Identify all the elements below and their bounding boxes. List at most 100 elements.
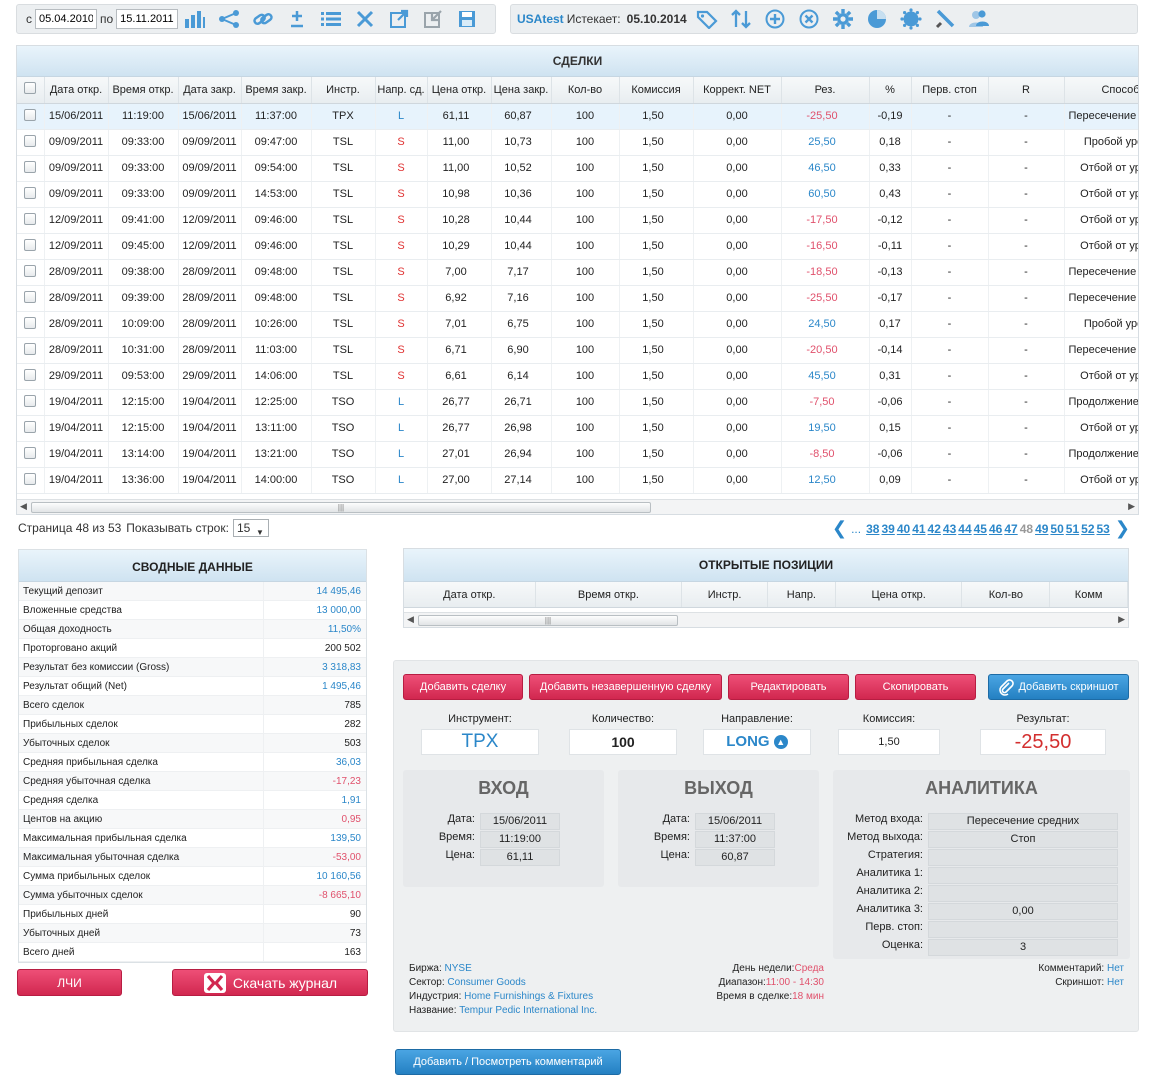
trade-row[interactable]: 19/04/2011 12:15:00 19/04/2011 12:25:00 TSO L… bbox=[17, 389, 1138, 416]
row-checkbox[interactable] bbox=[24, 342, 37, 355]
column-header[interactable]: Рез. bbox=[781, 77, 870, 104]
pie-chart-icon[interactable] bbox=[865, 7, 889, 31]
tools-icon[interactable] bbox=[933, 7, 957, 31]
column-header[interactable]: R bbox=[988, 77, 1065, 104]
column-header[interactable]: Дата откр. bbox=[44, 77, 109, 104]
row-checkbox[interactable] bbox=[24, 394, 37, 407]
column-header[interactable]: Дата закр. bbox=[178, 77, 242, 104]
page-link[interactable]: 45 bbox=[973, 521, 987, 536]
column-header[interactable]: Время закр. bbox=[241, 77, 312, 104]
open-positions-column-header[interactable]: Цена откр. bbox=[836, 582, 963, 607]
download-journal-button[interactable]: Скачать журнал bbox=[172, 969, 368, 996]
sun-settings-icon[interactable] bbox=[899, 7, 923, 31]
settings-gear-icon[interactable] bbox=[831, 7, 855, 31]
scrollbar-thumb[interactable]: ||| bbox=[31, 502, 651, 513]
to-date-input[interactable] bbox=[116, 9, 179, 29]
op-scroll-left-icon[interactable]: ◀ bbox=[407, 614, 414, 624]
add-circle-icon[interactable] bbox=[763, 7, 787, 31]
row-checkbox[interactable] bbox=[24, 108, 37, 121]
row-checkbox[interactable] bbox=[24, 446, 37, 459]
copy-button[interactable]: Скопировать bbox=[855, 674, 976, 700]
row-checkbox[interactable] bbox=[24, 316, 37, 329]
trade-row[interactable]: 12/09/2011 09:41:00 12/09/2011 09:46:00 TSL S… bbox=[17, 207, 1138, 234]
row-checkbox[interactable] bbox=[24, 186, 37, 199]
open-positions-column-header[interactable]: Напр. bbox=[768, 582, 836, 607]
lchi-button[interactable]: ЛЧИ bbox=[17, 969, 122, 996]
row-checkbox[interactable] bbox=[24, 134, 37, 147]
trade-row[interactable]: 28/09/2011 10:31:00 28/09/2011 11:03:00 TSL S… bbox=[17, 337, 1138, 364]
sort-icon[interactable] bbox=[729, 7, 753, 31]
import-icon[interactable] bbox=[421, 7, 445, 31]
screenshot-link[interactable]: Нет bbox=[1106, 977, 1124, 988]
page-link[interactable]: 52 bbox=[1081, 521, 1095, 536]
column-header[interactable]: Кол-во bbox=[551, 77, 620, 104]
company-name-link[interactable]: Tempur Pedic International Inc. bbox=[459, 1005, 598, 1016]
open-positions-column-header[interactable]: Дата откр. bbox=[404, 582, 536, 607]
open-positions-column-header[interactable]: Инстр. bbox=[682, 582, 768, 607]
trade-row[interactable]: 28/09/2011 10:09:00 28/09/2011 10:26:00 TSL S… bbox=[17, 311, 1138, 338]
scroll-left-arrow-icon[interactable]: ◀ bbox=[20, 501, 27, 511]
trade-row[interactable]: 19/04/2011 13:14:00 19/04/2011 13:21:00 TSO L… bbox=[17, 441, 1138, 468]
chart-bars-icon[interactable] bbox=[183, 7, 207, 31]
comment-link[interactable]: Нет bbox=[1106, 963, 1124, 974]
row-checkbox[interactable] bbox=[24, 264, 37, 277]
column-header[interactable]: Напр. сд. bbox=[375, 77, 428, 104]
trade-row[interactable]: 19/04/2011 12:15:00 19/04/2011 13:11:00 TSO L… bbox=[17, 415, 1138, 442]
page-link[interactable]: 44 bbox=[958, 521, 972, 536]
row-checkbox[interactable] bbox=[24, 472, 37, 485]
row-checkbox[interactable] bbox=[24, 238, 37, 251]
trade-row[interactable]: 09/09/2011 09:33:00 09/09/2011 09:54:00 TSL S… bbox=[17, 155, 1138, 182]
scroll-right-arrow-icon[interactable]: ▶ bbox=[1128, 501, 1135, 511]
page-link[interactable]: 50 bbox=[1050, 521, 1064, 536]
sector-link[interactable]: Consumer Goods bbox=[447, 977, 526, 988]
row-checkbox[interactable] bbox=[24, 290, 37, 303]
page-link[interactable]: 38 bbox=[866, 521, 880, 536]
link-icon[interactable] bbox=[251, 7, 275, 31]
trade-row[interactable]: 15/06/2011 11:19:00 15/06/2011 11:37:00 TPX L… bbox=[17, 103, 1138, 130]
column-header[interactable]: Комиссия bbox=[619, 77, 694, 104]
column-header[interactable]: Перв. стоп bbox=[911, 77, 989, 104]
edit-button[interactable]: Редактировать bbox=[728, 674, 849, 700]
select-all-checkbox[interactable] bbox=[24, 82, 37, 95]
industry-link[interactable]: Home Furnishings & Fixtures bbox=[464, 991, 594, 1002]
page-link[interactable]: 43 bbox=[942, 521, 957, 536]
column-header[interactable]: Коррект. NET bbox=[693, 77, 782, 104]
next-page-chevron-icon[interactable]: ❯ bbox=[1114, 518, 1130, 538]
share-icon[interactable] bbox=[217, 7, 241, 31]
prev-page-chevron-icon[interactable]: ❮ bbox=[832, 518, 848, 538]
open-positions-column-header[interactable]: Комм bbox=[1050, 582, 1129, 607]
add-screenshot-button[interactable]: Добавить скриншот bbox=[988, 674, 1129, 700]
op-scroll-right-icon[interactable]: ▶ bbox=[1118, 614, 1125, 624]
column-header[interactable]: Инстр. bbox=[311, 77, 376, 104]
delete-x-icon[interactable] bbox=[353, 7, 377, 31]
users-icon[interactable] bbox=[967, 7, 991, 31]
page-link[interactable]: 39 bbox=[881, 521, 895, 536]
column-header[interactable]: Цена закр. bbox=[491, 77, 552, 104]
op-scrollbar-thumb[interactable]: ||| bbox=[418, 615, 678, 626]
row-checkbox[interactable] bbox=[24, 212, 37, 225]
page-link[interactable]: 41 bbox=[912, 521, 926, 536]
tag-icon[interactable] bbox=[695, 7, 719, 31]
open-positions-scrollbar[interactable]: ◀ ||| ▶ bbox=[404, 612, 1128, 627]
rows-per-page-select[interactable]: 15 ▼ bbox=[232, 519, 269, 537]
open-positions-column-header[interactable]: Кол-во bbox=[962, 582, 1051, 607]
plus-minus-icon[interactable] bbox=[285, 7, 309, 31]
trades-horizontal-scrollbar[interactable]: ◀ ||| ▶ bbox=[17, 499, 1138, 514]
open-positions-column-header[interactable]: Время откр. bbox=[536, 582, 683, 607]
username-link[interactable]: USAtest bbox=[517, 12, 564, 26]
page-link[interactable]: 51 bbox=[1065, 521, 1080, 536]
add-trade-button[interactable]: Добавить сделку bbox=[403, 674, 523, 700]
trade-row[interactable]: 19/04/2011 13:36:00 19/04/2011 14:00:00 TSO L… bbox=[17, 467, 1138, 494]
from-date-input[interactable] bbox=[35, 9, 97, 29]
column-header[interactable]: Способ bbox=[1064, 77, 1138, 104]
column-header[interactable]: Время откр. bbox=[108, 77, 179, 104]
trade-row[interactable]: 28/09/2011 09:38:00 28/09/2011 09:48:00 TSL S… bbox=[17, 259, 1138, 286]
add-view-comment-button[interactable]: Добавить / Посмотреть комментарий bbox=[395, 1049, 621, 1075]
row-checkbox[interactable] bbox=[24, 160, 37, 173]
page-link[interactable]: 42 bbox=[927, 521, 941, 536]
page-link[interactable]: 49 bbox=[1035, 521, 1049, 536]
add-incomplete-trade-button[interactable]: Добавить незавершенную сделку bbox=[529, 674, 722, 700]
exchange-link[interactable]: NYSE bbox=[444, 963, 472, 974]
page-link[interactable]: 40 bbox=[896, 521, 911, 536]
list-icon[interactable] bbox=[319, 7, 343, 31]
